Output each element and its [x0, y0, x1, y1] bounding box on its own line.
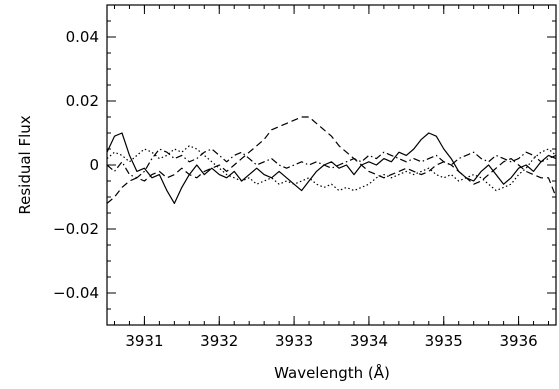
x-tick-label: 3935 [425, 332, 463, 350]
y-tick-label: −0.04 [53, 284, 99, 302]
series-line-dotted [106, 145, 557, 192]
x-tick-label: 3932 [200, 332, 238, 350]
x-tick-label: 3931 [125, 332, 163, 350]
y-tick-label: 0.04 [66, 28, 99, 46]
y-tick-label: 0.02 [66, 92, 99, 110]
x-tick-labels: 3931 3932 3933 3934 3935 3936 [125, 332, 537, 350]
y-tick-label: −0.02 [53, 220, 99, 238]
x-tick-label: 3933 [275, 332, 313, 350]
series-line-solid [106, 132, 557, 204]
y-axis-title: Residual Flux [16, 115, 34, 214]
series-layer [106, 116, 557, 204]
x-tick-label: 3934 [350, 332, 388, 350]
x-axis-title: Wavelength (Å) [274, 363, 390, 382]
plot-frame [106, 4, 557, 326]
series-line-dashed [106, 116, 557, 204]
y-tick-labels: −0.04 −0.02 0 0.02 0.04 [53, 28, 99, 302]
series-line-dashdot [106, 148, 557, 179]
y-tick-label: 0 [89, 156, 99, 174]
x-tick-label: 3936 [499, 332, 537, 350]
